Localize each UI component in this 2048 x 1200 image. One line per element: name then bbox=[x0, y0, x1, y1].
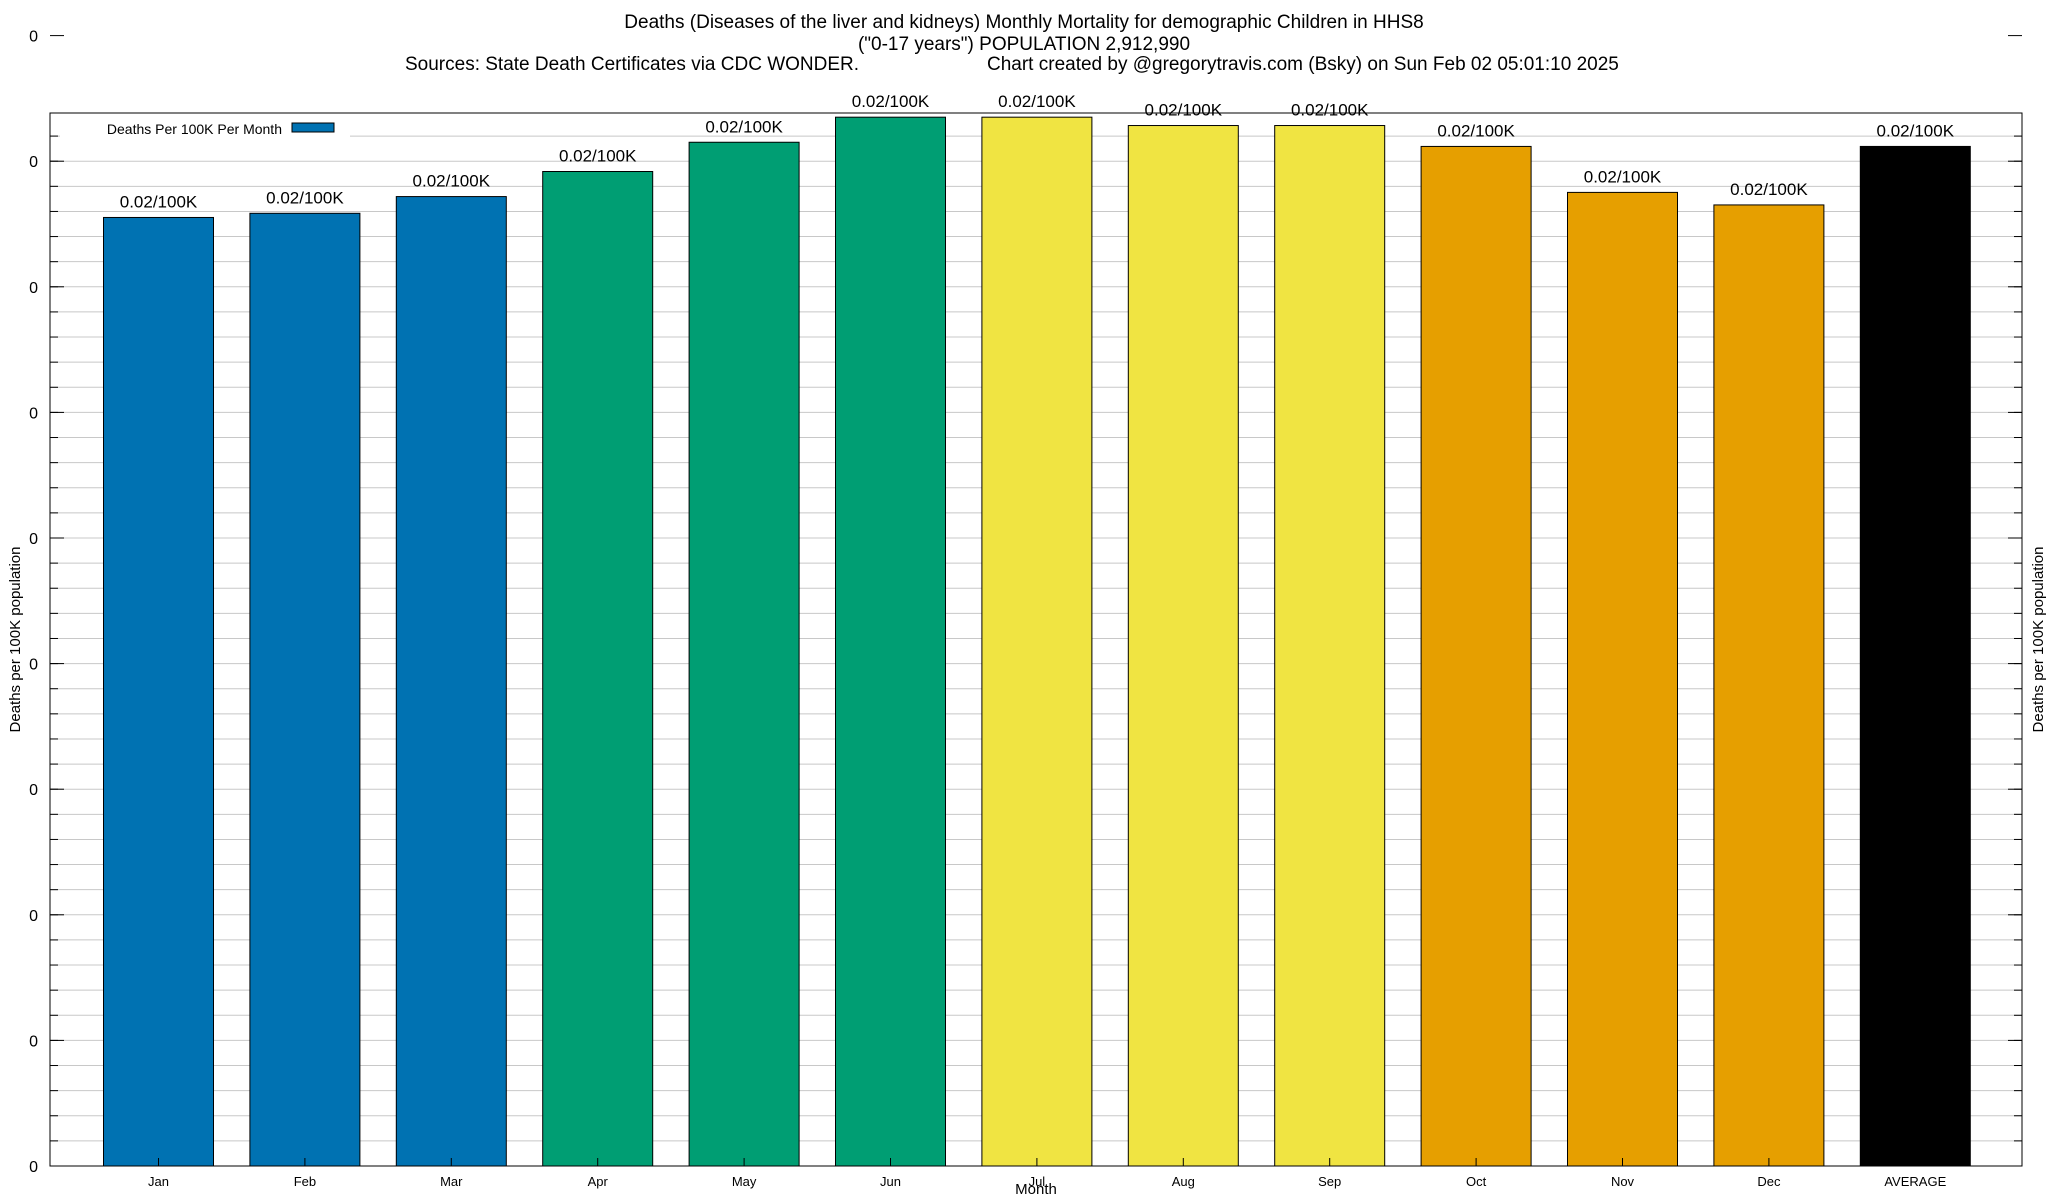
bar-may bbox=[688, 141, 800, 1167]
data-label: 0.02/100K bbox=[705, 117, 783, 136]
y-axis-ticks: 0 0 0 0 0 0 0 0 0 0 bbox=[29, 29, 2022, 1176]
bar-apr bbox=[542, 171, 654, 1167]
x-tick-label: Mar bbox=[440, 1174, 463, 1189]
bar-jan bbox=[103, 216, 214, 1167]
x-tick-label: Sep bbox=[1318, 1174, 1341, 1189]
y-tick-label: 0 bbox=[29, 657, 38, 674]
chart-subtitle: ("0-17 years") POPULATION 2,912,990 bbox=[857, 34, 1191, 55]
data-label: 0.02/100K bbox=[120, 192, 198, 211]
x-tick-label: Apr bbox=[588, 1174, 609, 1189]
legend-swatch bbox=[291, 122, 335, 133]
bar-sep bbox=[1274, 125, 1386, 1167]
bar-nov bbox=[1567, 191, 1678, 1167]
bar-jul bbox=[981, 116, 1093, 1167]
data-label: 0.02/100K bbox=[852, 92, 930, 111]
x-tick-label: Jan bbox=[148, 1174, 169, 1189]
chart-credit: Chart created by @gregorytravis.com (Bsk… bbox=[987, 54, 1619, 75]
y-tick-label: 0 bbox=[29, 154, 38, 171]
legend-label: Deaths Per 100K Per Month bbox=[107, 121, 282, 137]
x-tick-label: Jul bbox=[1029, 1174, 1046, 1189]
bars: 0.02/100K 0.02/100K 0.02/100K 0.02/100K 0.02… bbox=[103, 92, 1971, 1167]
data-label: 0.02/100K bbox=[266, 188, 344, 207]
bar-average bbox=[1859, 145, 1971, 1167]
x-tick-label: Jun bbox=[880, 1174, 901, 1189]
y-tick-label: 0 bbox=[29, 782, 38, 799]
bar-dec bbox=[1713, 204, 1825, 1167]
y-tick-label: 0 bbox=[29, 1159, 38, 1176]
y-axis-label-left: Deaths per 100K population bbox=[7, 547, 24, 733]
x-tick-label: Aug bbox=[1172, 1174, 1195, 1189]
y-tick-label: 0 bbox=[29, 405, 38, 422]
plot-frame bbox=[49, 112, 2023, 1167]
x-tick-label: May bbox=[732, 1174, 757, 1189]
y-axis-label-right: Deaths per 100K population bbox=[2030, 547, 2047, 733]
data-label: 0.02/100K bbox=[559, 147, 637, 166]
bar-jun bbox=[835, 116, 946, 1167]
legend: Deaths Per 100K Per Month bbox=[60, 121, 350, 147]
data-label: 0.02/100K bbox=[1145, 101, 1223, 120]
chart-sources: Sources: State Death Certificates via CD… bbox=[405, 54, 860, 75]
data-label: 0.02/100K bbox=[1730, 180, 1808, 199]
bar-aug bbox=[1127, 125, 1239, 1167]
y-tick-label: 0 bbox=[29, 280, 38, 297]
bar-feb bbox=[249, 212, 361, 1167]
y-tick-label: 0 bbox=[29, 908, 38, 925]
chart-title: Deaths (Diseases of the liver and kidney… bbox=[624, 12, 1424, 33]
x-axis-ticks: Jan Feb Mar Apr May Jun Jul Aug Sep Oct Nov Dec AVER… bbox=[148, 1158, 1947, 1189]
data-label: 0.02/100K bbox=[413, 172, 491, 191]
x-tick-label: Feb bbox=[294, 1174, 316, 1189]
data-label: 0.02/100K bbox=[1291, 101, 1369, 120]
bar-oct bbox=[1420, 145, 1532, 1167]
bar-mar bbox=[395, 196, 507, 1167]
x-axis-label: Month bbox=[1015, 1181, 1057, 1198]
x-tick-label: AVERAGE bbox=[1884, 1174, 1946, 1189]
data-label: 0.02/100K bbox=[1877, 121, 1955, 140]
x-tick-label: Nov bbox=[1611, 1174, 1635, 1189]
data-label: 0.02/100K bbox=[1584, 167, 1662, 186]
y-tick-label: 0 bbox=[29, 29, 38, 46]
data-label: 0.02/100K bbox=[998, 92, 1076, 111]
data-label: 0.02/100K bbox=[1437, 121, 1515, 140]
x-tick-label: Dec bbox=[1757, 1174, 1781, 1189]
y-tick-label: 0 bbox=[29, 1033, 38, 1050]
x-tick-label: Oct bbox=[1466, 1174, 1487, 1189]
y-tick-label: 0 bbox=[29, 531, 38, 548]
